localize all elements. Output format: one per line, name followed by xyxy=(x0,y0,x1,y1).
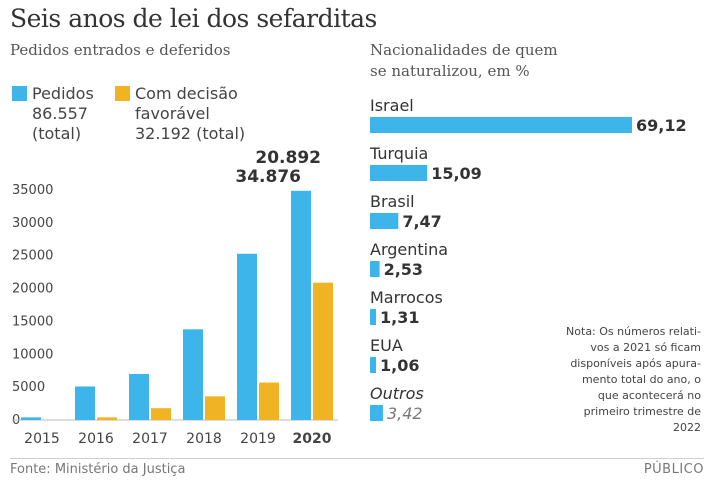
footnote-line: Nota: Os números relati- xyxy=(566,325,701,338)
hbar-value-outros: 3,42 xyxy=(387,404,423,423)
footnote-line: 2022 xyxy=(673,421,701,434)
y-tick-label: 15000 xyxy=(12,314,53,329)
legend-swatch-pedidos xyxy=(12,86,27,101)
country-label-eua: EUA xyxy=(370,336,403,355)
legend-decisao-line-1: Com decisão xyxy=(135,84,238,103)
hbar-value-israel: 69,12 xyxy=(636,116,687,135)
hbar-value-marrocos: 1,31 xyxy=(380,308,419,327)
footnote-line: disponíveis após apura- xyxy=(570,357,701,370)
country-label-turquia: Turquia xyxy=(369,144,428,163)
legend-pedidos-line-2: 86.557 xyxy=(32,104,88,123)
value-label-pedidos-2020: 34.876 xyxy=(235,167,301,187)
footnote-line: mento total do ano, o xyxy=(581,373,701,386)
hbar-brasil xyxy=(370,213,399,229)
hbar-eua xyxy=(370,357,376,373)
footnote-line: que acontecerá no xyxy=(597,389,701,402)
legend-label-decisao: Com decisão favorável 32.192 (total) xyxy=(135,84,245,144)
bar-decisao-2016 xyxy=(97,417,117,420)
y-tick-label: 20000 xyxy=(12,282,53,297)
hbar-argentina xyxy=(370,261,380,277)
bar-decisao-2020 xyxy=(313,282,333,420)
country-label-israel: Israel xyxy=(370,96,414,115)
legend-label-pedidos: Pedidos 86.557 (total) xyxy=(32,84,94,144)
right-subtitle-line-2: se naturalizou, em % xyxy=(370,62,530,80)
x-tick-label: 2018 xyxy=(186,431,222,447)
bar-decisao-2017 xyxy=(151,408,171,420)
legend-pedidos-line-1: Pedidos xyxy=(32,84,94,103)
chart-title: Seis anos de lei dos sefarditas xyxy=(10,4,377,33)
right-subtitle: Nacionalidades de quem se naturalizou, e… xyxy=(370,40,558,82)
hbar-turquia xyxy=(370,165,428,181)
y-tick-label: 5000 xyxy=(12,380,45,395)
x-tick-label: 2016 xyxy=(78,431,114,447)
value-label-decisao-2020: 20.892 xyxy=(255,148,321,168)
footer-divider xyxy=(10,458,704,459)
hbar-marrocos xyxy=(370,309,376,325)
x-tick-label: 2017 xyxy=(132,431,168,447)
country-label-brasil: Brasil xyxy=(370,192,415,211)
hbar-israel xyxy=(370,117,632,133)
hbar-value-turquia: 15,09 xyxy=(431,164,482,183)
footnote-line: primeiro trimestre de xyxy=(583,405,701,418)
legend-swatch-decisao xyxy=(115,86,130,101)
hbar-value-brasil: 7,47 xyxy=(402,212,441,231)
bar-pedidos-2019 xyxy=(237,253,257,420)
country-label-argentina: Argentina xyxy=(370,240,448,259)
left-subtitle: Pedidos entrados e deferidos xyxy=(10,41,231,59)
legend-pedidos-line-3: (total) xyxy=(32,124,82,143)
x-tick-label: 2020 xyxy=(293,431,332,447)
bar-pedidos-2017 xyxy=(129,374,149,420)
footnote: Nota: Os números relati- vos a 2021 só f… xyxy=(555,324,701,436)
bar-decisao-2019 xyxy=(259,382,279,420)
bar-pedidos-2018 xyxy=(183,329,203,420)
legend-decisao-line-3: 32.192 (total) xyxy=(135,124,246,143)
hbar-outros xyxy=(370,405,383,421)
y-tick-label: 35000 xyxy=(12,183,53,198)
country-label-marrocos: Marrocos xyxy=(370,288,443,307)
y-tick-label: 25000 xyxy=(12,249,53,264)
source-note: Fonte: Ministério da Justiça xyxy=(10,462,186,477)
y-tick-label: 10000 xyxy=(12,347,53,362)
y-tick-label: 30000 xyxy=(12,216,53,231)
bar-pedidos-2015 xyxy=(21,417,41,420)
right-subtitle-line-1: Nacionalidades de quem xyxy=(370,41,558,59)
brand-logo: PÚBLICO xyxy=(643,462,704,477)
bar-decisao-2018 xyxy=(205,396,225,420)
legend-decisao-line-2: favorável xyxy=(135,104,210,123)
footnote-line: vos a 2021 só ficam xyxy=(590,341,701,354)
hbar-value-argentina: 2,53 xyxy=(384,260,423,279)
x-tick-label: 2015 xyxy=(24,431,60,447)
x-tick-label: 2019 xyxy=(240,431,276,447)
bar-pedidos-2016 xyxy=(75,386,95,420)
bar-pedidos-2020 xyxy=(291,190,311,420)
country-label-outros: Outros xyxy=(370,384,424,403)
hbar-value-eua: 1,06 xyxy=(380,356,419,375)
